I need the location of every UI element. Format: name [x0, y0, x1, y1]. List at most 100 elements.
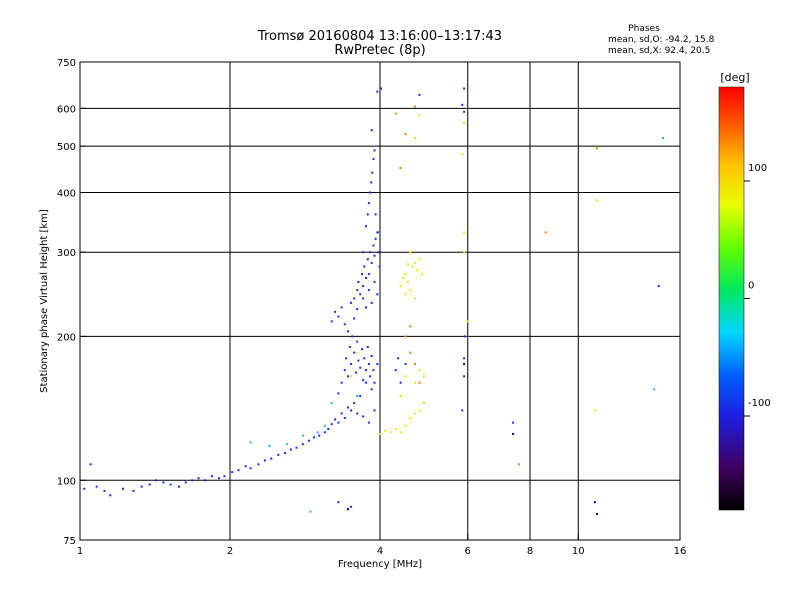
- scatter-point: [353, 351, 356, 354]
- scatter-point: [463, 251, 466, 254]
- scatter-point: [418, 114, 421, 117]
- scatter-point: [370, 261, 373, 264]
- chart-title-line1: Tromsø 20160804 13:16:00–13:17:43: [257, 29, 502, 44]
- scatter-point: [353, 402, 356, 405]
- y-tick-label: 600: [57, 104, 76, 115]
- colorbar-unit: [deg]: [720, 71, 749, 84]
- scatter-point: [340, 381, 343, 384]
- scatter-point: [373, 409, 376, 412]
- scatter-point: [337, 315, 340, 318]
- scatter-point: [372, 244, 375, 247]
- scatter-point: [422, 402, 425, 405]
- scatter-point: [244, 465, 247, 468]
- scatter-point: [404, 335, 407, 338]
- scatter-point: [413, 381, 416, 384]
- scatter-point: [348, 346, 351, 348]
- scatter-point: [371, 171, 374, 174]
- scatter-point: [169, 483, 172, 486]
- scatter-point: [380, 87, 383, 90]
- scatter-point: [512, 433, 515, 435]
- scatter-point: [337, 392, 340, 395]
- scatter-point: [337, 421, 340, 424]
- scatter-point: [197, 477, 200, 480]
- scatter-point: [413, 105, 416, 108]
- scatter-point: [595, 147, 598, 150]
- scatter-point: [409, 351, 412, 354]
- scatter-point: [362, 379, 365, 382]
- scatter-point: [404, 133, 407, 136]
- scatter-point: [203, 479, 206, 482]
- scatter-point: [249, 441, 252, 444]
- scatter-point: [379, 433, 381, 435]
- scatter-point: [399, 285, 402, 287]
- scatter-point: [399, 431, 402, 434]
- scatter-point: [295, 446, 298, 449]
- scatter-point: [362, 415, 365, 418]
- scatter-point: [307, 439, 310, 442]
- scatter-point: [373, 280, 376, 283]
- y-tick-label: 400: [57, 188, 76, 199]
- scatter-point: [544, 231, 547, 234]
- scatter-point: [263, 459, 266, 462]
- scatter-point: [357, 359, 360, 362]
- scatter-point: [463, 231, 466, 234]
- scatter-point: [593, 409, 596, 412]
- scatter-point: [330, 423, 333, 426]
- scatter-point: [409, 289, 412, 292]
- scatter-point: [355, 371, 357, 374]
- scatter-point: [399, 395, 402, 398]
- scatter-point: [394, 112, 397, 115]
- scatter-point: [356, 308, 359, 311]
- scatter-point: [357, 280, 360, 283]
- scatter-point: [313, 436, 316, 439]
- x-tick-label: 1: [77, 546, 83, 557]
- scatter-point: [362, 251, 365, 254]
- scatter-point: [411, 265, 414, 268]
- scatter-point: [353, 317, 356, 320]
- scatter-point: [378, 265, 381, 268]
- y-axis-label: Stationary phase Virtual Height [km]: [39, 209, 50, 393]
- scatter-point: [361, 348, 363, 351]
- scatter-point: [285, 443, 288, 446]
- scatter-point: [372, 369, 375, 372]
- scatter-point: [463, 87, 466, 90]
- scatter-point: [367, 202, 370, 205]
- scatter-point: [463, 363, 466, 366]
- y-axis-ticks: 75 100 200 300 400 500 600 750: [57, 58, 86, 547]
- scatter-point: [413, 412, 416, 415]
- scatter-point: [140, 485, 143, 488]
- scatter-point: [376, 231, 379, 234]
- scatter-point: [418, 93, 421, 96]
- scatter-point: [154, 479, 157, 482]
- y-tick-label: 200: [57, 332, 76, 343]
- scatter-point: [359, 395, 362, 398]
- scatter-point: [277, 453, 280, 456]
- scatter-point: [404, 375, 407, 378]
- stats-o-mode: mean, sd,O: -94.2, 15.8: [608, 35, 715, 45]
- scatter-point: [374, 213, 377, 216]
- scatter-point: [363, 357, 366, 360]
- scatter-point: [463, 375, 466, 378]
- scatter-point: [362, 285, 365, 287]
- scatter-point: [406, 280, 409, 283]
- x-tick-label: 4: [377, 546, 383, 557]
- scatter-point: [132, 489, 135, 492]
- scatter-point: [373, 254, 376, 257]
- colorbar-ticks: 100 0 -100: [744, 163, 771, 417]
- scatter-point: [420, 273, 423, 276]
- scatter-point: [178, 485, 180, 488]
- scatter-point: [418, 258, 421, 261]
- scatter-point: [463, 121, 466, 124]
- scatter-point: [370, 355, 373, 357]
- scatter-point: [399, 381, 402, 384]
- scatter-point: [184, 481, 187, 484]
- scatter-point: [83, 487, 86, 490]
- scatter-point: [191, 479, 194, 482]
- scatter-point: [89, 463, 92, 466]
- scatter-point: [367, 363, 370, 366]
- scatter-point: [289, 448, 292, 451]
- y-tick-label: 750: [57, 58, 76, 69]
- scatter-point: [340, 412, 343, 415]
- scatter-point: [413, 363, 416, 366]
- scatter-point: [653, 388, 656, 391]
